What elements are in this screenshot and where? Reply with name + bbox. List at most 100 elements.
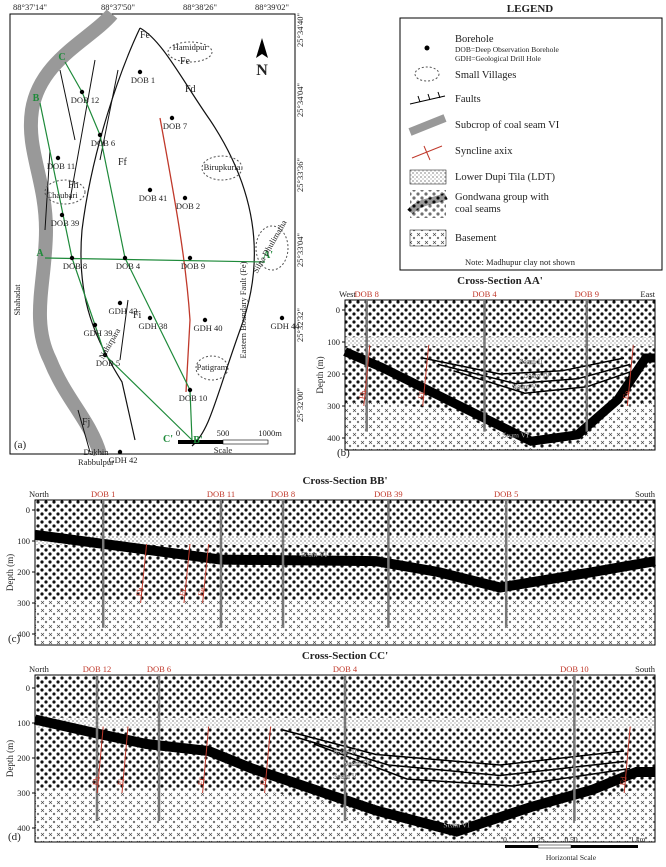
borehole-label: DOB 6 [91, 138, 115, 148]
borehole-label: GDH 40 [193, 323, 222, 333]
depth-tick-label: 0 [26, 683, 30, 693]
depth-tick-label: 400 [327, 433, 340, 443]
section-end-label: C' [163, 434, 173, 445]
depth-tick-label: 0 [26, 505, 30, 515]
borehole [188, 256, 192, 260]
section-end: South [635, 489, 656, 499]
seam-label: Seam II [519, 357, 543, 366]
figure: N 0 500 1000m Scale Eastern Boundary Fau… [0, 0, 666, 867]
fault-label: Fh [68, 180, 79, 191]
panel-label: (a) [14, 439, 27, 451]
place-label: Patigram [197, 362, 228, 372]
panel-label: (d) [8, 831, 21, 843]
legend-label: Syncline axix [455, 146, 513, 157]
scale-tick: 1000m [258, 428, 282, 438]
depth-tick-label: 300 [17, 598, 30, 608]
borehole-label: GDH 44 [270, 321, 300, 331]
borehole [183, 196, 187, 200]
borehole [170, 116, 174, 120]
borehole [280, 316, 284, 320]
legend-label: Basement [455, 233, 496, 244]
latitude-label: 25°34'40" [295, 13, 305, 47]
borehole-label: DOB 41 [139, 193, 168, 203]
borehole [188, 388, 192, 392]
latitude-label: 25°32'00" [295, 388, 305, 422]
longitude-label: 88°37'50" [101, 2, 135, 12]
legend-symbol [410, 190, 446, 218]
place-label: Dakhin [83, 447, 109, 457]
borehole-label: DOB 5 [494, 489, 518, 499]
lower-dupi-tila [345, 337, 655, 346]
section-end: South [635, 664, 656, 674]
legend-label: Borehole [455, 34, 494, 45]
seam-label: Seam V [333, 771, 357, 780]
longitude-label: 88°37'14" [13, 2, 47, 12]
depth-tick-label: 200 [17, 753, 30, 763]
legend-label: Subcrop of coal seam VI [455, 120, 560, 131]
borehole [70, 256, 74, 260]
longitude-label: 88°38'26" [183, 2, 217, 12]
cross-section [345, 300, 655, 450]
section-title: Cross-Section AA' [457, 275, 543, 287]
seam-label: Seam VI [443, 820, 470, 829]
horizontal-scale [505, 845, 638, 848]
borehole-label: DOB 8 [355, 289, 379, 299]
section-end: North [29, 664, 50, 674]
legend-label: coal seams [455, 204, 501, 215]
depth-tick-label: 200 [327, 369, 340, 379]
place-label: Hamidpur [173, 42, 208, 52]
legend-note: Note: Madhupur clay not shown [465, 257, 576, 267]
depth-tick-label: 100 [17, 536, 30, 546]
borehole-label: DOB 1 [91, 489, 115, 499]
latitude-label: 25°33'04" [295, 233, 305, 267]
seam-label: Seam IV [524, 371, 551, 380]
borehole-label: DOB 10 [560, 664, 589, 674]
borehole-label: DOB 9 [181, 261, 205, 271]
legend-title: LEGEND [507, 3, 554, 15]
legend-label: Small Villages [455, 70, 516, 81]
legend-symbol [410, 170, 446, 184]
borehole-label: DOB 39 [374, 489, 403, 499]
legend-label: Lower Dupi Tila (LDT) [455, 172, 556, 183]
borehole-label: DOB 11 [47, 161, 75, 171]
seam-label: Seam V [513, 382, 537, 391]
page: { "map": { "panel_label": "(a)", "longit… [0, 0, 666, 867]
borehole-label: DOB 4 [116, 261, 141, 271]
borehole-label: DOB 8 [63, 261, 87, 271]
depth-tick-label: 100 [327, 337, 340, 347]
longitude-label: 88°39'02" [255, 2, 289, 12]
borehole-label: DOB 6 [147, 664, 171, 674]
fault-label: Fd [185, 84, 196, 95]
borehole-label: DOB 1 [131, 75, 155, 85]
legend-symbol [410, 230, 446, 246]
fault-label: Fe [140, 30, 151, 41]
borehole-label: DOB 11 [207, 489, 235, 499]
borehole [118, 301, 122, 305]
scale-label: Scale [214, 445, 233, 455]
legend-label: DOB=Deep Observation Borehole [455, 45, 559, 54]
legend-label: Gondwana group with [455, 192, 550, 203]
legend: LEGEND Note: Madhupur clay not shown [400, 3, 662, 270]
borehole-label: DOB 5 [96, 358, 120, 368]
borehole [80, 90, 84, 94]
axis-label: Depth (m) [5, 554, 15, 591]
scale-tick: 0.50 [564, 835, 577, 844]
depth-tick-label: 0 [336, 305, 340, 315]
place-label: Chaubari [46, 190, 78, 200]
fault-label: Ff [118, 157, 128, 168]
cross-section [35, 500, 655, 645]
seam-label: Seam VI [502, 430, 529, 439]
scale-tick: 0 [503, 835, 507, 844]
borehole [56, 156, 60, 160]
place-label: Shahadat [12, 284, 22, 316]
fault-label: Fe [180, 56, 191, 67]
borehole-label: GDH 38 [138, 321, 167, 331]
depth-tick-label: 300 [17, 788, 30, 798]
seam-label: Seam VI [301, 550, 328, 559]
borehole [93, 323, 97, 327]
boundary-label: Eastern Boundary Fault (Fe) [238, 261, 248, 358]
scale-tick: 1 km [630, 835, 645, 844]
borehole-label: DOB 10 [179, 393, 208, 403]
borehole [98, 133, 102, 137]
latitude-label: 25°34'04" [295, 83, 305, 117]
